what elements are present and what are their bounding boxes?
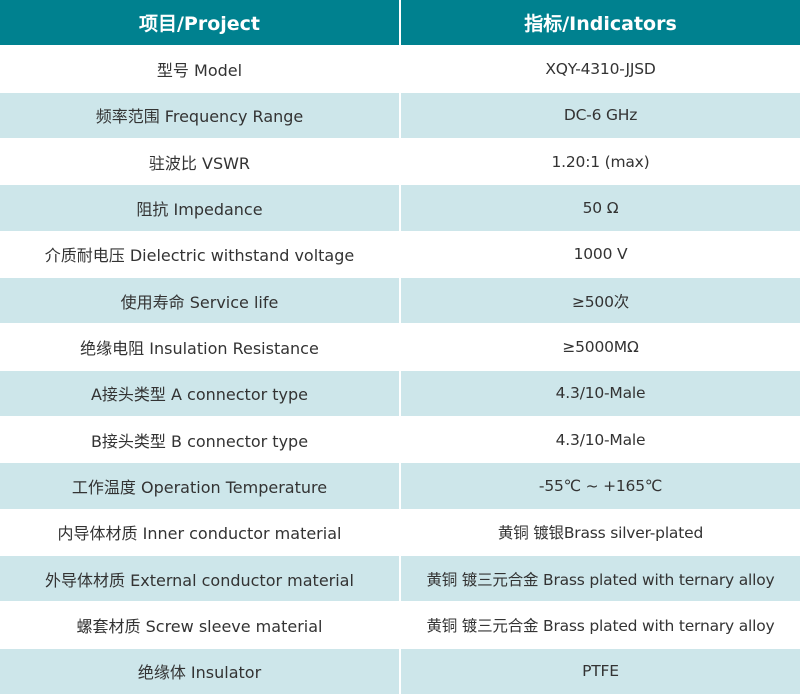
table-row: 介质耐电压 Dielectric withstand voltage 1000 V [0,231,800,278]
project-cell: 工作温度 Operation Temperature [0,462,401,510]
table-row: 绝缘电阻 Insulation Resistance ≥5000MΩ [0,323,800,371]
table-row: 螺套材质 Screw sleeve material 黄铜 镀三元合金 Brass… [0,601,800,649]
indicator-cell: 50 Ω [400,184,800,232]
indicator-cell: DC-6 GHz [400,92,800,139]
indicator-cell: 黄铜 镀银Brass silver-plated [400,509,800,556]
indicator-cell: 黄铜 镀三元合金 Brass plated with ternary alloy [400,555,800,603]
indicator-cell: ≥500次 [400,277,800,325]
indicator-cell: XQY-4310-JJSD [400,45,800,93]
project-cell: 介质耐电压 Dielectric withstand voltage [0,231,401,278]
table-row: 频率范围 Frequency Range DC-6 GHz [0,92,800,139]
table-row: 型号 Model XQY-4310-JJSD [0,45,800,93]
table-body: 型号 Model XQY-4310-JJSD 频率范围 Frequency Rang… [0,45,800,695]
project-cell: 阻抗 Impedance [0,184,401,232]
project-cell: 型号 Model [0,45,401,93]
indicator-cell: -55℃ ~ +165℃ [400,462,800,510]
project-cell: 螺套材质 Screw sleeve material [0,601,401,649]
table-row: A接头类型 A connector type 4.3/10-Male [0,370,800,417]
indicator-cell: 黄铜 镀三元合金 Brass plated with ternary alloy [400,601,800,649]
table-row: 绝缘体 Insulator PTFE [0,648,800,695]
indicator-cell: 4.3/10-Male [400,416,800,464]
project-cell: 内导体材质 Inner conductor material [0,509,401,556]
project-cell: B接头类型 B connector type [0,416,401,464]
project-cell: 绝缘电阻 Insulation Resistance [0,323,401,371]
table-header-row: 项目/Project 指标/Indicators [0,0,800,47]
indicator-cell: 1000 V [400,231,800,278]
table-row: B接头类型 B connector type 4.3/10-Male [0,416,800,464]
indicator-cell: PTFE [400,648,800,695]
indicator-cell: ≥5000MΩ [400,323,800,371]
project-cell: 使用寿命 Service life [0,277,401,325]
header-project: 项目/Project [0,0,401,47]
header-indicators: 指标/Indicators [400,0,800,47]
project-cell: 外导体材质 External conductor material [0,555,401,603]
table-row: 使用寿命 Service life ≥500次 [0,277,800,325]
table-row: 驻波比 VSWR 1.20:1 (max) [0,138,800,186]
table-row: 外导体材质 External conductor material 黄铜 镀三元合… [0,555,800,603]
project-cell: A接头类型 A connector type [0,370,401,417]
indicator-cell: 1.20:1 (max) [400,138,800,186]
project-cell: 绝缘体 Insulator [0,648,401,695]
table-row: 阻抗 Impedance 50 Ω [0,184,800,232]
indicator-cell: 4.3/10-Male [400,370,800,417]
project-cell: 驻波比 VSWR [0,138,401,186]
table-row: 内导体材质 Inner conductor material 黄铜 镀银Brass… [0,509,800,556]
table-row: 工作温度 Operation Temperature -55℃ ~ +165℃ [0,462,800,510]
project-cell: 频率范围 Frequency Range [0,92,401,139]
